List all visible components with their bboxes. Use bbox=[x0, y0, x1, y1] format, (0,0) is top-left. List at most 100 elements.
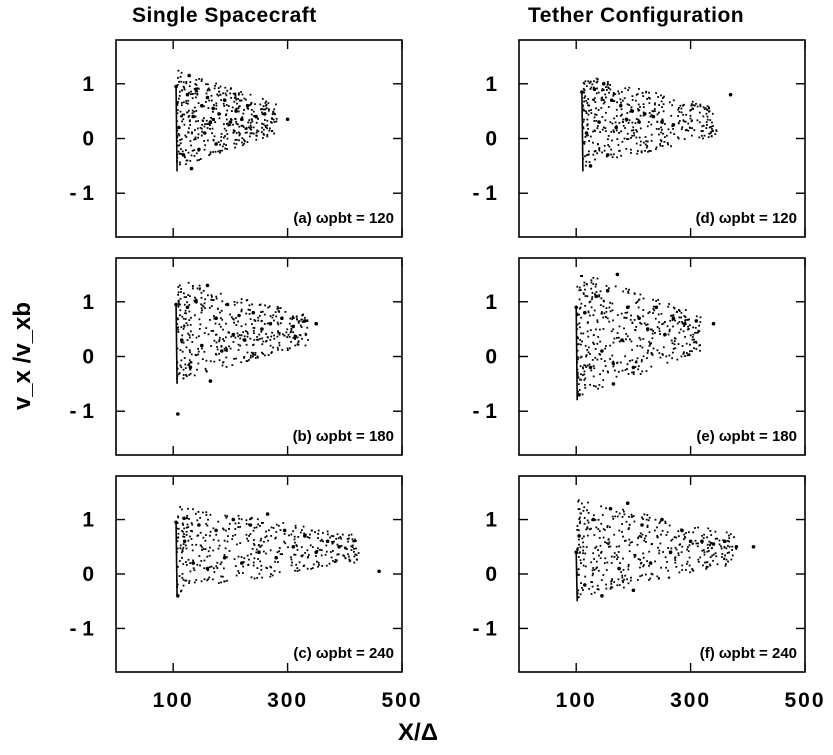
data-point bbox=[190, 167, 194, 171]
data-point bbox=[712, 130, 714, 132]
data-point bbox=[699, 350, 701, 352]
data-point bbox=[658, 134, 660, 136]
data-point bbox=[704, 135, 706, 137]
data-point bbox=[603, 528, 605, 530]
data-point bbox=[207, 83, 209, 85]
data-point bbox=[249, 313, 251, 315]
data-point bbox=[205, 83, 207, 85]
data-point bbox=[358, 552, 360, 554]
data-point bbox=[206, 284, 210, 288]
data-point bbox=[326, 540, 330, 544]
panel-label: (f) ωpbt = 240 bbox=[700, 645, 797, 662]
data-point bbox=[297, 536, 299, 538]
data-point bbox=[249, 518, 251, 520]
data-point bbox=[584, 289, 586, 291]
data-point bbox=[591, 84, 593, 86]
data-point bbox=[643, 142, 645, 144]
data-point bbox=[207, 525, 209, 527]
data-point bbox=[262, 522, 264, 524]
data-point bbox=[588, 347, 590, 349]
data-point bbox=[618, 337, 620, 339]
data-point bbox=[674, 559, 676, 561]
data-point bbox=[246, 128, 248, 130]
data-point bbox=[577, 534, 581, 538]
data-point bbox=[204, 126, 206, 128]
data-point bbox=[198, 351, 200, 353]
data-point bbox=[594, 592, 596, 594]
data-point bbox=[183, 81, 185, 83]
data-point bbox=[684, 336, 686, 338]
data-point bbox=[706, 113, 708, 115]
data-point bbox=[317, 537, 319, 539]
data-point bbox=[211, 305, 213, 307]
data-point bbox=[241, 311, 243, 313]
data-point bbox=[209, 120, 213, 124]
data-point bbox=[670, 548, 672, 550]
data-point bbox=[578, 314, 580, 316]
data-point bbox=[193, 567, 195, 569]
data-point bbox=[235, 317, 237, 319]
data-point bbox=[210, 360, 212, 362]
data-point bbox=[669, 329, 671, 331]
data-point bbox=[597, 127, 599, 129]
data-point bbox=[601, 551, 603, 553]
data-point bbox=[708, 133, 710, 135]
data-point bbox=[631, 349, 633, 351]
data-point bbox=[238, 111, 240, 113]
data-point bbox=[645, 91, 647, 93]
data-point bbox=[222, 329, 224, 331]
data-point bbox=[257, 317, 259, 319]
data-point bbox=[209, 547, 211, 549]
data-point bbox=[181, 326, 183, 328]
data-point bbox=[217, 349, 219, 351]
data-point bbox=[597, 321, 599, 323]
data-point bbox=[653, 310, 655, 312]
data-point bbox=[194, 129, 196, 131]
data-point bbox=[681, 112, 683, 114]
data-point bbox=[203, 537, 205, 539]
data-point bbox=[674, 308, 676, 310]
data-point bbox=[303, 526, 305, 528]
data-point bbox=[355, 540, 357, 542]
data-point bbox=[724, 547, 726, 549]
data-point bbox=[204, 144, 206, 146]
data-point bbox=[646, 560, 648, 562]
data-point bbox=[692, 543, 694, 545]
data-point bbox=[272, 347, 274, 349]
data-point bbox=[261, 577, 263, 579]
data-point bbox=[589, 384, 591, 386]
data-point bbox=[211, 95, 213, 97]
data-point bbox=[283, 529, 287, 533]
data-point bbox=[727, 545, 729, 547]
data-point bbox=[197, 363, 199, 365]
data-point bbox=[698, 137, 700, 139]
data-point bbox=[337, 533, 339, 535]
data-point bbox=[229, 120, 233, 124]
data-point bbox=[253, 111, 255, 113]
data-point bbox=[619, 562, 621, 564]
data-point bbox=[589, 301, 591, 303]
data-point bbox=[592, 574, 594, 576]
data-point bbox=[616, 376, 618, 378]
data-point bbox=[231, 316, 233, 318]
data-point bbox=[646, 370, 648, 372]
data-point bbox=[675, 338, 677, 340]
data-point bbox=[266, 512, 270, 516]
data-point bbox=[222, 338, 224, 340]
data-point bbox=[621, 577, 623, 579]
data-point bbox=[253, 530, 255, 532]
data-point bbox=[189, 160, 191, 162]
data-point bbox=[254, 320, 256, 322]
data-point bbox=[197, 160, 199, 162]
data-point bbox=[649, 102, 651, 104]
data-point bbox=[612, 518, 614, 520]
data-point bbox=[622, 516, 624, 518]
data-point bbox=[178, 300, 180, 302]
data-point bbox=[595, 329, 597, 331]
data-point bbox=[696, 315, 698, 317]
data-point bbox=[233, 322, 235, 324]
data-point bbox=[634, 319, 636, 321]
data-point bbox=[710, 530, 712, 532]
data-point bbox=[608, 539, 610, 541]
data-point bbox=[603, 300, 605, 302]
